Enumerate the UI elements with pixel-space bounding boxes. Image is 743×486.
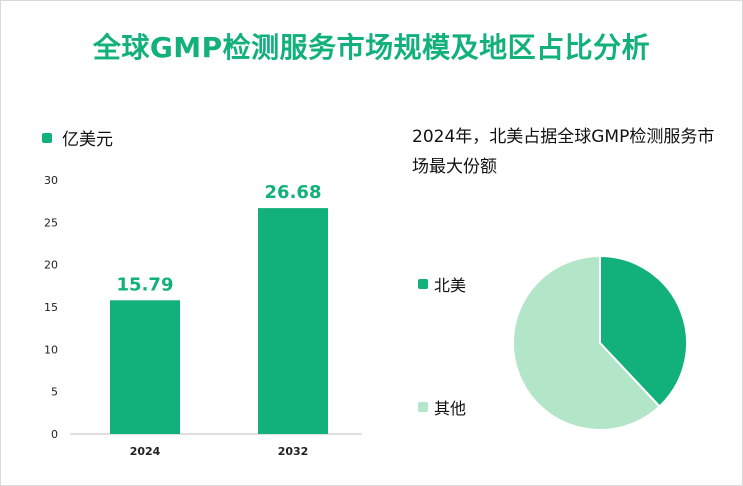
y-tick-label: 15 xyxy=(44,301,58,314)
bar-2032 xyxy=(258,208,328,434)
pie-legend-label-other: 其他 xyxy=(434,399,467,418)
x-tick-label: 2024 xyxy=(130,445,161,458)
y-tick-label: 0 xyxy=(51,428,58,441)
pie-legend-label-north-america: 北美 xyxy=(434,276,467,295)
pie-slice-other xyxy=(512,254,661,431)
page-title: 全球GMP检测服务市场规模及地区占比分析 xyxy=(92,31,651,64)
pie-chart-title: 2024年，北美占据全球GMP检测服务市场最大份额 xyxy=(412,127,715,177)
pie-slice-north-america xyxy=(599,254,688,408)
pie-chart xyxy=(512,254,688,431)
pie-legend-item-north-america: 北美 xyxy=(418,272,466,296)
bar-value-label: 15.79 xyxy=(117,274,174,295)
bar-legend-label: 亿美元 xyxy=(62,130,113,150)
pie-legend-swatch-other xyxy=(418,402,428,412)
bar-legend-swatch xyxy=(42,132,52,143)
pie-legend-item-other: 其他 xyxy=(418,395,466,419)
x-tick-label: 2032 xyxy=(278,445,309,458)
bar-chart: 0 5 10 15 20 25 30 15.79 2024 26.68 2032 xyxy=(44,174,362,458)
bar-value-label: 26.68 xyxy=(265,182,322,203)
bar-2024 xyxy=(110,300,180,434)
y-tick-label: 20 xyxy=(44,259,58,272)
pie-legend-swatch-north-america xyxy=(418,279,428,289)
bar-legend: 亿美元 xyxy=(42,125,113,150)
y-tick-label: 10 xyxy=(44,343,58,356)
y-tick-label: 5 xyxy=(51,386,58,399)
y-tick-label: 25 xyxy=(44,216,58,229)
y-tick-label: 30 xyxy=(44,174,58,187)
